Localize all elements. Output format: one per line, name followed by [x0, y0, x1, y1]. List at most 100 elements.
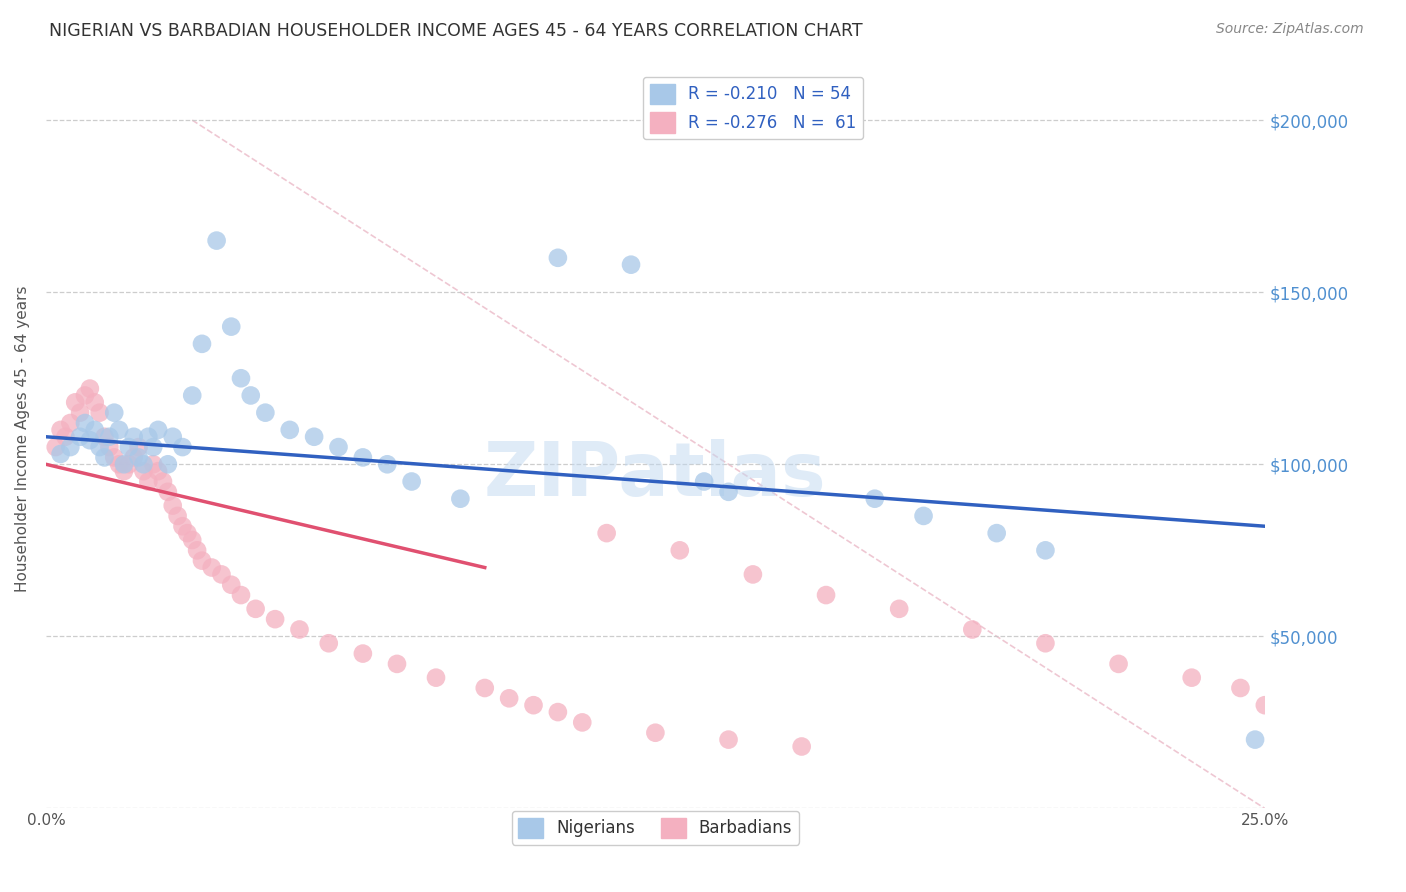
Point — [93, 450, 115, 465]
Point — [219, 319, 242, 334]
Point — [156, 484, 179, 499]
Point — [1035, 543, 1057, 558]
Point — [69, 430, 91, 444]
Point — [1181, 671, 1204, 685]
Point — [162, 499, 184, 513]
Point — [69, 406, 91, 420]
Point — [132, 458, 155, 472]
Point — [815, 588, 838, 602]
Point — [103, 406, 125, 420]
Point — [118, 458, 141, 472]
Point — [93, 430, 115, 444]
Point — [962, 623, 984, 637]
Point — [142, 458, 165, 472]
Point — [741, 567, 763, 582]
Point — [229, 371, 252, 385]
Point — [318, 636, 340, 650]
Point — [288, 623, 311, 637]
Point — [128, 450, 150, 465]
Point — [45, 440, 67, 454]
Point — [83, 395, 105, 409]
Point — [986, 526, 1008, 541]
Point — [89, 406, 111, 420]
Point — [65, 395, 87, 409]
Point — [644, 725, 666, 739]
Point — [191, 554, 214, 568]
Point — [142, 440, 165, 454]
Point — [1108, 657, 1130, 671]
Point — [229, 588, 252, 602]
Point — [375, 458, 398, 472]
Point — [118, 440, 141, 454]
Point — [98, 440, 121, 454]
Point — [668, 543, 690, 558]
Point — [103, 450, 125, 465]
Point — [49, 447, 72, 461]
Point — [385, 657, 408, 671]
Point — [55, 430, 77, 444]
Point — [112, 464, 135, 478]
Point — [166, 508, 188, 523]
Text: ZIPatlas: ZIPatlas — [484, 439, 827, 512]
Point — [717, 484, 740, 499]
Point — [181, 533, 204, 547]
Point — [162, 430, 184, 444]
Point — [219, 578, 242, 592]
Point — [1254, 698, 1277, 713]
Point — [790, 739, 813, 754]
Point — [59, 416, 82, 430]
Point — [620, 258, 643, 272]
Point — [146, 423, 169, 437]
Point — [693, 475, 716, 489]
Point — [79, 434, 101, 448]
Point — [1229, 681, 1251, 695]
Point — [138, 475, 160, 489]
Text: NIGERIAN VS BARBADIAN HOUSEHOLDER INCOME AGES 45 - 64 YEARS CORRELATION CHART: NIGERIAN VS BARBADIAN HOUSEHOLDER INCOME… — [49, 22, 863, 40]
Point — [152, 475, 174, 489]
Point — [98, 430, 121, 444]
Point — [108, 423, 131, 437]
Point — [889, 602, 911, 616]
Point — [138, 430, 160, 444]
Legend: Nigerians, Barbadians: Nigerians, Barbadians — [512, 811, 799, 845]
Point — [49, 423, 72, 437]
Point — [425, 671, 447, 685]
Point — [498, 691, 520, 706]
Point — [211, 567, 233, 582]
Point — [571, 715, 593, 730]
Point — [352, 647, 374, 661]
Point — [122, 450, 145, 465]
Point — [239, 388, 262, 402]
Point — [132, 464, 155, 478]
Point — [595, 526, 617, 541]
Point — [181, 388, 204, 402]
Point — [717, 732, 740, 747]
Point — [522, 698, 544, 713]
Point — [176, 526, 198, 541]
Point — [128, 440, 150, 454]
Point — [863, 491, 886, 506]
Point — [83, 423, 105, 437]
Point — [547, 705, 569, 719]
Point — [1244, 732, 1267, 747]
Point — [79, 382, 101, 396]
Point — [352, 450, 374, 465]
Point — [912, 508, 935, 523]
Point — [449, 491, 471, 506]
Point — [73, 416, 96, 430]
Point — [278, 423, 301, 437]
Point — [108, 458, 131, 472]
Point — [547, 251, 569, 265]
Point — [146, 464, 169, 478]
Y-axis label: Householder Income Ages 45 - 64 years: Householder Income Ages 45 - 64 years — [15, 285, 30, 591]
Text: Source: ZipAtlas.com: Source: ZipAtlas.com — [1216, 22, 1364, 37]
Point — [59, 440, 82, 454]
Point — [172, 519, 194, 533]
Point — [186, 543, 208, 558]
Point — [156, 458, 179, 472]
Point — [191, 336, 214, 351]
Point — [112, 458, 135, 472]
Point — [245, 602, 267, 616]
Point — [302, 430, 325, 444]
Point — [89, 440, 111, 454]
